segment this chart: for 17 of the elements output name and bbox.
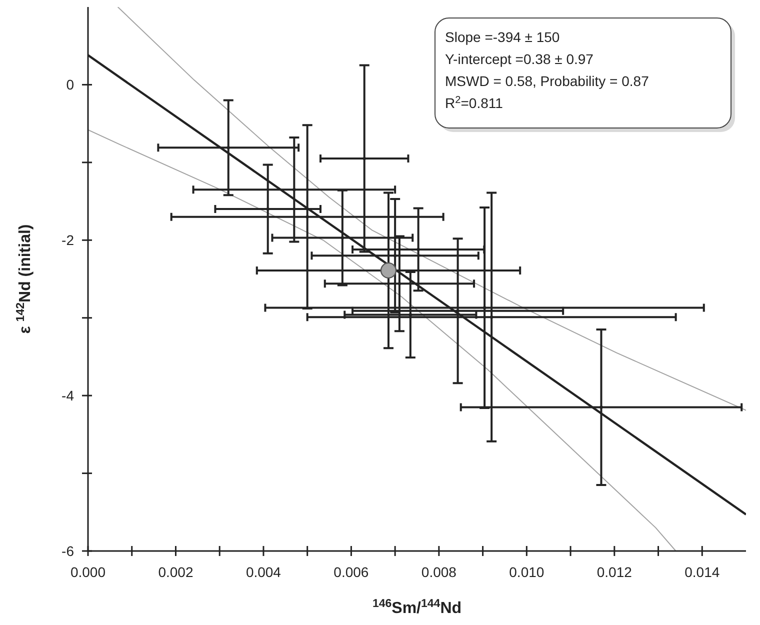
x-tick-label: 0.004 [246,564,282,580]
y-tick-label: 0 [66,76,74,93]
x-axis-title: $^{146}$Sm/$^{144}$Nd [372,598,462,617]
x-tick-label: 0.000 [70,564,106,580]
annotation: Y-intercept =0.38 ± 0.97 [445,51,594,67]
y-tick-label: -4 [62,388,74,404]
x-tick-label: 0.006 [334,564,369,580]
annotation: R$^{2}$=0.811 [445,94,504,111]
y-tick-label: -6 [62,543,74,559]
x-tick-label: 0.014 [684,564,720,580]
x-tick-label: 0.010 [509,564,544,580]
annotation: Slope =-394 ± 150 [445,29,560,45]
x-tick-label: 0.008 [421,564,457,580]
y-tick-label: -2 [62,232,74,248]
x-tick-label: 0.002 [158,564,194,580]
annotation: MSWD = 0.58, Probability = 0.87 [445,73,650,89]
x-tick-label: 0.012 [596,564,632,580]
